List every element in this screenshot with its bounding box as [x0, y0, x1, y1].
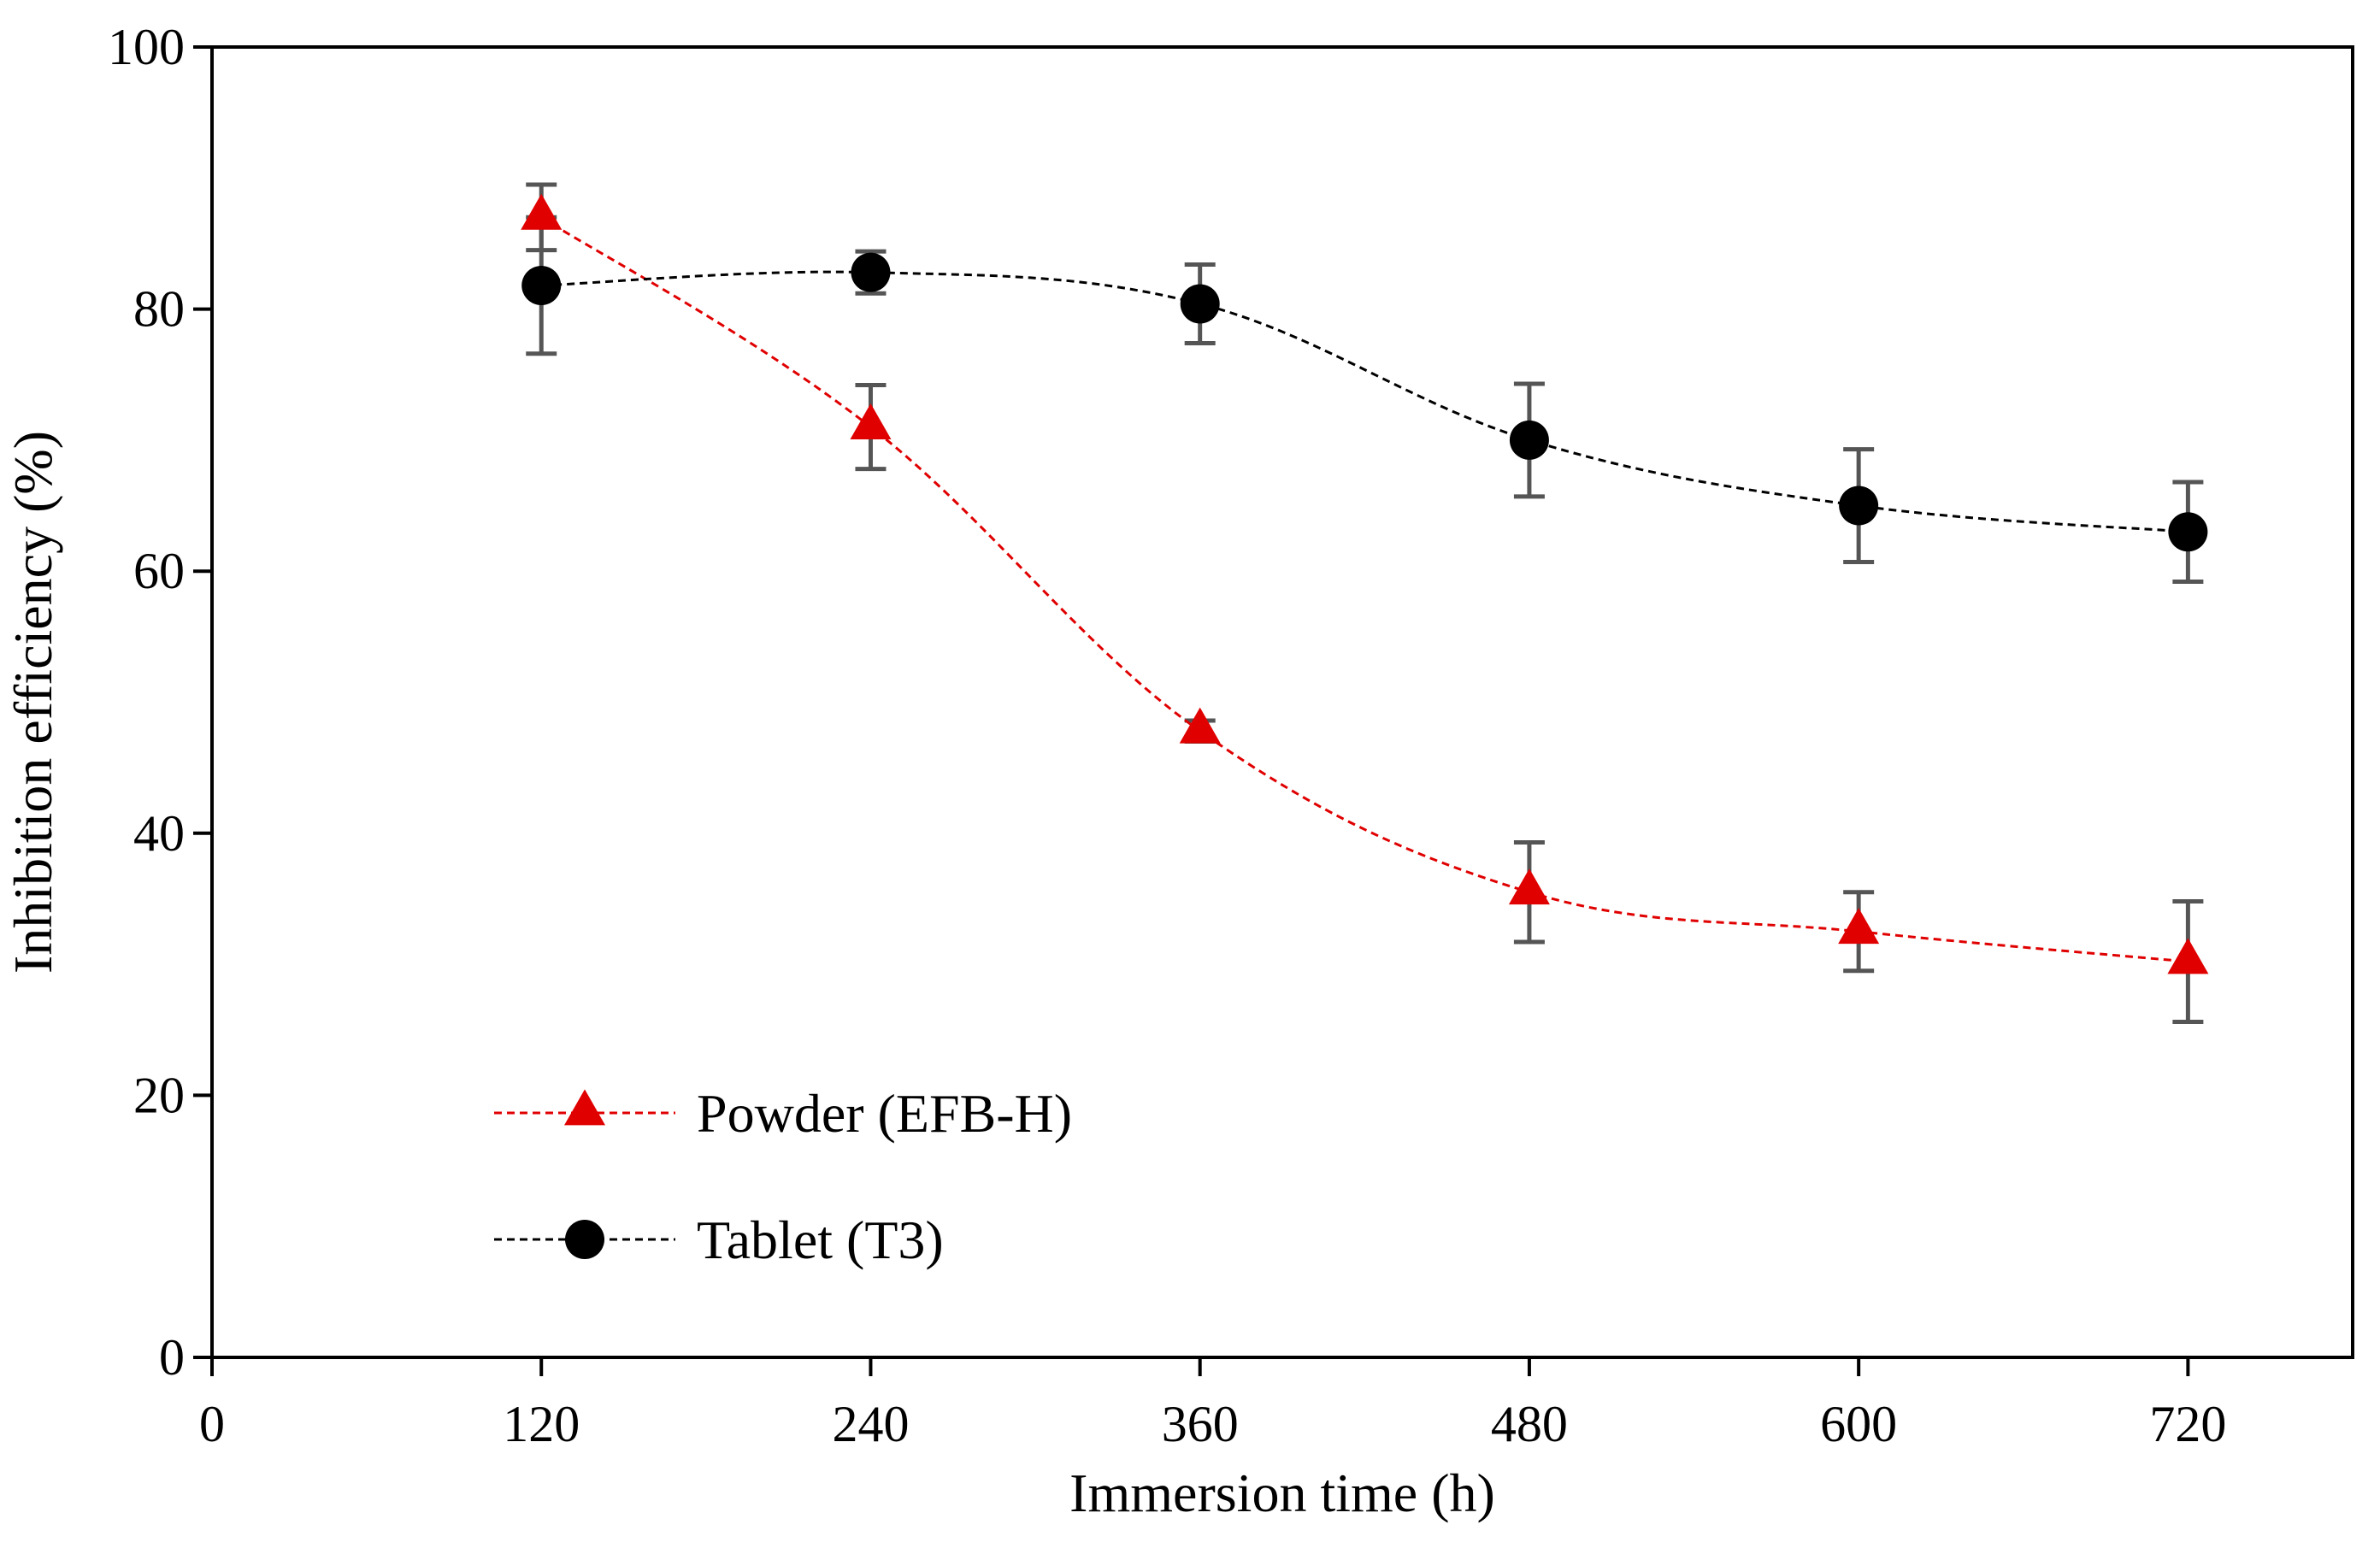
y-axis-title: Inhibition efficiency (%) — [3, 431, 63, 974]
series-lines-layer — [540, 216, 2189, 963]
y-tick-label: 60 — [133, 543, 185, 599]
y-tick-label: 80 — [133, 281, 185, 338]
powder-series-line — [540, 216, 2189, 963]
legend-entry-tablet: Tablet (T3) — [494, 1210, 944, 1270]
powder-point — [1838, 908, 1880, 945]
legend-label-powder: Powder (EFB-H) — [697, 1083, 1072, 1144]
series-markers-layer — [521, 193, 2209, 974]
tablet-series-line — [541, 270, 2189, 533]
y-tick-label: 0 — [159, 1329, 185, 1386]
tablet-point — [1180, 284, 1220, 324]
x-axis-title: Immersion time (h) — [1069, 1463, 1495, 1523]
powder-point — [850, 403, 892, 439]
y-tick-label: 100 — [108, 19, 185, 75]
x-tick-label: 0 — [199, 1396, 225, 1452]
y-tick-label: 20 — [133, 1067, 185, 1123]
x-tick-label: 120 — [503, 1396, 580, 1452]
powder-point — [1508, 868, 1550, 905]
powder-point — [2167, 938, 2209, 974]
tablet-point — [1509, 420, 1549, 460]
powder-point — [521, 193, 563, 230]
x-tick-label: 720 — [2149, 1396, 2226, 1452]
x-tick-label: 600 — [1820, 1396, 1897, 1452]
x-tick-label: 360 — [1162, 1396, 1239, 1452]
plot-frame — [210, 45, 2354, 1359]
tablet-point — [2168, 512, 2208, 552]
x-tick-label: 240 — [832, 1396, 909, 1452]
x-tick-label: 480 — [1491, 1396, 1568, 1452]
powder-point — [1179, 707, 1221, 744]
tablet-point — [1839, 486, 1879, 526]
error-bars-layer — [526, 182, 2204, 1025]
tablet-point — [851, 252, 891, 292]
legend-marker-tablet — [565, 1220, 604, 1259]
y-tick-label: 40 — [133, 805, 185, 862]
legend-label-tablet: Tablet (T3) — [697, 1210, 944, 1270]
axes-layer: 0 20 40 60 80 100 0 120 240 360 480 600 720 — [108, 19, 2354, 1452]
legend-entry-powder: Powder (EFB-H) — [494, 1083, 1072, 1144]
legend-marker-powder — [564, 1089, 605, 1126]
legend: Powder (EFB-H) Tablet (T3) — [494, 1083, 1072, 1270]
tablet-point — [521, 266, 562, 306]
